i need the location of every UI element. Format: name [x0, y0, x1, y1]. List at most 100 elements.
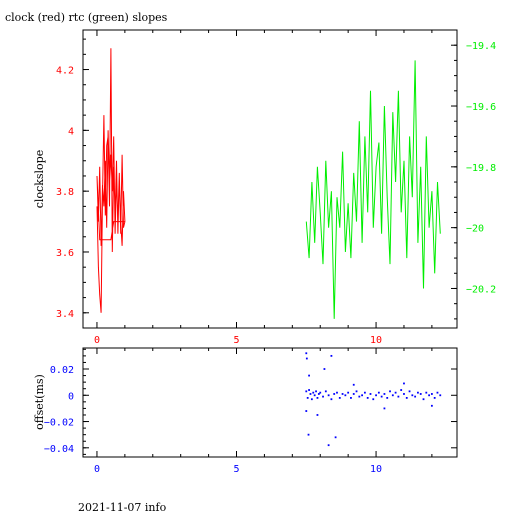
offset-point [305, 390, 308, 393]
x-tick-label: 10 [370, 464, 382, 475]
offset-point [439, 394, 442, 397]
offset-point [425, 391, 428, 394]
y-tick-label: 4.2 [56, 66, 74, 77]
offset-axes: 0 5 10 −0.04 −0.02 0 0.02 [44, 348, 457, 475]
offset-point [428, 394, 430, 397]
offset-point [306, 397, 309, 399]
offset-point [389, 390, 391, 393]
offset-point [400, 389, 403, 391]
offset-point [430, 404, 433, 407]
offset-point [358, 395, 361, 398]
offset-point [366, 397, 369, 399]
y-tick-label: 3.8 [56, 187, 74, 198]
offset-point [375, 394, 377, 397]
footer-date-label: 2021-11-07 info [78, 501, 167, 512]
y-tick-label: 4 [68, 126, 74, 137]
offset-point [316, 397, 319, 399]
offset-point [417, 391, 419, 394]
offset-point [408, 390, 411, 393]
slopes-plot: 0 5 10 3.4 3.6 3.8 4 4.2 −20.2 −20 −19.8 −19.6 −19.4… [33, 29, 496, 346]
offset-point [405, 397, 408, 399]
x-tick-label: 5 [233, 464, 239, 475]
offset-point [380, 395, 383, 398]
offset-point [305, 410, 308, 412]
offset-point [330, 398, 333, 401]
y-tick-label: 3.6 [56, 248, 74, 259]
offset-point [333, 393, 336, 395]
offset-point [372, 398, 375, 401]
offset-point [308, 374, 310, 377]
offset-point [363, 391, 366, 394]
offset-point [397, 395, 400, 398]
offset-point [383, 407, 386, 410]
offset-point [386, 397, 389, 399]
offset-point [305, 357, 308, 360]
offset-point [391, 394, 394, 397]
y-tick-label: 0 [68, 391, 74, 402]
offset-point [316, 414, 319, 416]
y2-tick-label: −20.2 [466, 284, 496, 295]
offset-plot-frame [82, 347, 458, 458]
offset-point [347, 391, 350, 394]
slopes-series-group [96, 48, 441, 319]
x-tick-label: 10 [370, 335, 382, 346]
offset-point [403, 382, 405, 385]
offset-point [355, 390, 358, 393]
offset-point [317, 393, 320, 395]
offset-point [305, 352, 308, 355]
offset-point [433, 397, 436, 399]
offset-point [369, 393, 372, 395]
offset-plot: 0 5 10 −0.04 −0.02 0 0.02 offset(ms) [33, 347, 458, 475]
slopes-axes: 0 5 10 3.4 3.6 3.8 4 4.2 −20.2 −20 −19.8 −19.6 −19.4 [56, 30, 496, 346]
y2-tick-label: −19.8 [466, 163, 496, 174]
x-tick-label: 0 [94, 335, 100, 346]
slopes-plot-frame [82, 29, 458, 329]
offset-y-axis-label: offset(ms) [33, 374, 46, 430]
offset-point [411, 394, 414, 397]
offset-point [436, 391, 439, 394]
chart-title: clock (red) rtc (green) slopes [5, 11, 168, 24]
offset-point [430, 393, 433, 395]
offset-point [327, 394, 330, 397]
offset-point [324, 390, 327, 393]
offset-point [315, 390, 317, 393]
offset-point [334, 436, 337, 439]
offset-point [414, 395, 417, 398]
offset-point [322, 395, 324, 398]
offset-point [323, 368, 326, 370]
offset-point [361, 394, 364, 397]
x-tick-label: 0 [94, 464, 100, 475]
offset-point [310, 398, 313, 401]
offset-point [338, 397, 341, 399]
offset-point [419, 393, 422, 395]
offset-point [344, 394, 347, 397]
y2-tick-label: −19.4 [466, 41, 496, 52]
offset-point [383, 393, 386, 395]
offset-point [422, 398, 425, 401]
offset-point [307, 433, 310, 436]
y-tick-label: 3.4 [56, 309, 74, 320]
offset-point [308, 389, 310, 391]
offset-point [312, 391, 315, 394]
offset-point [377, 391, 380, 394]
offset-point [319, 391, 322, 394]
offset-point [341, 393, 344, 395]
offset-point [394, 391, 397, 394]
offset-point [403, 393, 405, 395]
offset-point [313, 394, 316, 397]
y2-tick-label: −20 [466, 224, 484, 235]
slopes-y-axis-label: clockslope [33, 150, 46, 208]
clock-slope-line [96, 48, 126, 313]
y-tick-label: 0.02 [50, 365, 74, 376]
offset-point [336, 391, 338, 394]
offset-point [330, 354, 333, 357]
y-tick-label: −0.04 [44, 444, 74, 455]
y2-tick-label: −19.6 [466, 102, 496, 113]
offset-point [309, 393, 312, 395]
offset-point [352, 383, 355, 386]
offset-point [352, 393, 355, 395]
x-tick-label: 5 [233, 335, 239, 346]
rtc-slope-line [305, 60, 441, 319]
offset-point [350, 397, 352, 399]
